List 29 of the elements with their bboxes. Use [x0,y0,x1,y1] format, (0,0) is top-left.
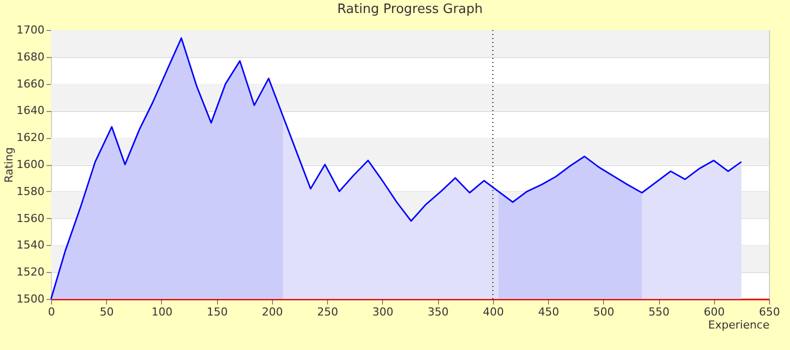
x-tick-label: 400 [482,306,504,318]
y-tick-label: 1500 [16,292,44,306]
x-tick-label: 250 [317,306,338,318]
y-tick-label: 1520 [16,266,44,279]
x-tick-label: 350 [428,306,449,318]
x-tick-label: 50 [100,306,114,318]
x-axis-title: Experience [708,318,770,332]
x-tick-label: 650 [759,306,780,318]
y-tick-label: 1560 [16,212,44,225]
y-tick-label: 1680 [16,50,44,64]
y-tick-label: 1580 [16,184,44,198]
y-tick-label: 1700 [16,24,44,36]
x-tick-label: 150 [206,306,228,318]
x-tick-label: 0 [48,306,55,318]
chart-title: Rating Progress Graph [337,2,483,17]
x-tick-label: 200 [262,306,283,318]
y-tick-label: 1660 [16,77,44,90]
y-tick-label: 1540 [16,238,44,252]
x-tick-label: 500 [593,306,614,318]
y-tick-label: 1640 [16,104,44,118]
x-tick-label: 450 [538,306,560,318]
y-axis-title: Rating [2,147,16,183]
x-tick-label: 300 [372,306,394,318]
x-tick-label: 100 [151,306,172,318]
y-tick-label: 1600 [16,158,44,171]
y-tick-label: 1620 [16,131,44,144]
x-tick-label: 550 [648,306,670,318]
x-tick-label: 600 [704,306,725,318]
line-series [50,37,742,300]
